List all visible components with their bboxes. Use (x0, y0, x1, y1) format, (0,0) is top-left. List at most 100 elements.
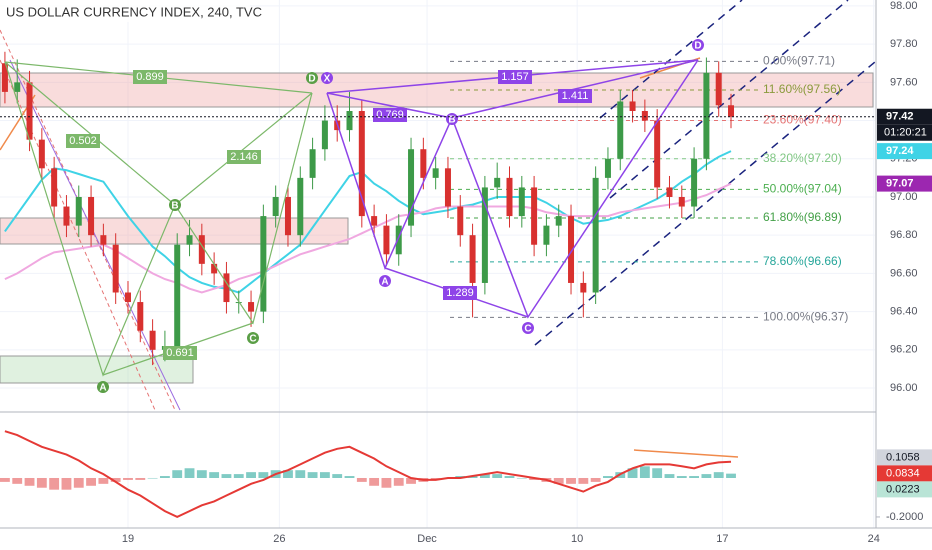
zone (0, 217, 349, 245)
histogram-bar (172, 470, 183, 478)
y-tick-label: 96.40 (890, 306, 918, 318)
histogram-bar (566, 477, 576, 484)
point-label: A (99, 383, 106, 394)
point-label: D (308, 74, 315, 85)
candle-body (137, 302, 144, 331)
countdown-tag (877, 124, 932, 141)
channel-line (599, 0, 743, 119)
histogram-bar (123, 477, 133, 480)
x-tick-label: 10 (571, 533, 583, 545)
point-label: B (448, 115, 455, 126)
candle-body (38, 139, 45, 169)
ratio-label: 1.157 (501, 71, 529, 83)
pattern-1-labels: A B C D 0.899 0.502 2.146 0.691 (66, 70, 318, 394)
pattern-leg (326, 92, 453, 119)
guide-line (0, 59, 156, 411)
x-tick-label: 17 (716, 533, 728, 545)
fib-label: 23.60%(97.40) (763, 113, 842, 127)
ratio-badge (498, 70, 532, 84)
candle-body (555, 216, 562, 226)
histogram-bar (98, 477, 109, 484)
histogram-bar (147, 477, 158, 479)
histogram-bar (86, 477, 96, 486)
candle-body (469, 235, 476, 283)
histogram-bar (196, 470, 207, 478)
candle-body (346, 111, 353, 131)
point-label: D (694, 41, 701, 52)
y-tick-label: 98.00 (890, 0, 918, 12)
ratio-label: 1.289 (446, 287, 474, 299)
x-tick-label: 19 (122, 533, 134, 545)
x-tick-label: 26 (273, 533, 285, 545)
chart-title: US DOLLAR CURRENCY INDEX, 240, TVC (6, 4, 262, 19)
ratio-badge (443, 286, 477, 300)
candle-body (51, 168, 58, 207)
histogram-bar (344, 476, 355, 478)
candle-body (321, 120, 328, 150)
candle-body (568, 216, 575, 283)
candle-body (63, 206, 70, 226)
price-tag (877, 175, 932, 192)
candle-body (112, 244, 119, 293)
histogram-bar (590, 477, 601, 482)
histogram-bar (110, 477, 121, 482)
point-label: X (324, 74, 331, 85)
ratio-badge (227, 150, 261, 164)
candle-body (358, 111, 365, 217)
channel-line (534, 61, 876, 346)
histogram-bar (479, 474, 490, 478)
y-tick-label: 97.60 (890, 76, 918, 88)
candle-body (506, 177, 513, 217)
ma-layer (4, 150, 732, 294)
histogram-bar (664, 474, 675, 478)
indicator-tag (877, 481, 932, 498)
countdown-label: 01:20:21 (884, 127, 927, 139)
histogram-bar (24, 477, 35, 486)
candle-body (432, 168, 439, 178)
indicator-tag-label: 0.0223 (886, 483, 920, 495)
histogram-bar (578, 477, 589, 484)
ratio-label: 0.899 (136, 71, 164, 83)
candle-body (149, 330, 156, 350)
indicator-tag-label: 0.0834 (886, 467, 920, 479)
histogram-bar (73, 477, 84, 488)
candle-body (592, 177, 599, 293)
histogram-bar (184, 468, 195, 478)
ratio-badge (558, 89, 592, 103)
pattern-2-labels: X A B C D 0.769 1.289 1.411 1.157 (321, 39, 704, 335)
histogram-bar (209, 472, 220, 478)
point-badge (169, 199, 181, 211)
histogram-bar (652, 468, 663, 478)
candle-body (395, 225, 402, 255)
fib-label: 38.20%(97.20) (763, 151, 842, 165)
point-badge (321, 72, 333, 84)
candle-body (457, 206, 464, 236)
histogram-bar (49, 477, 60, 490)
histogram-bar (369, 477, 380, 486)
candle-body (408, 149, 415, 226)
candle-body (235, 302, 242, 304)
ratio-label: 0.502 (69, 135, 97, 147)
y-tick-label: -0.2000 (886, 511, 923, 523)
fib-label: 11.60%(97.56) (763, 82, 841, 96)
histogram-bar (492, 474, 503, 478)
candle-body (223, 273, 230, 303)
point-badge (97, 381, 109, 393)
candle-body (248, 302, 255, 312)
histogram-bar (381, 477, 392, 488)
candle-body (531, 187, 538, 245)
candle-body (666, 187, 673, 197)
fib-label: 0.00%(97.71) (763, 53, 835, 67)
ratio-label: 2.146 (230, 151, 258, 163)
point-badge (446, 113, 458, 125)
histogram-bar (553, 477, 564, 484)
indicator-tag-label: 0.1058 (886, 451, 920, 463)
histogram-bar (307, 472, 318, 478)
price-tag-label: 97.24 (886, 145, 914, 157)
price-tag (877, 108, 932, 125)
candle-body (691, 158, 698, 207)
histogram-bar (0, 477, 10, 482)
histogram-bar (319, 472, 330, 478)
fib-label: 78.60%(96.66) (763, 254, 842, 268)
